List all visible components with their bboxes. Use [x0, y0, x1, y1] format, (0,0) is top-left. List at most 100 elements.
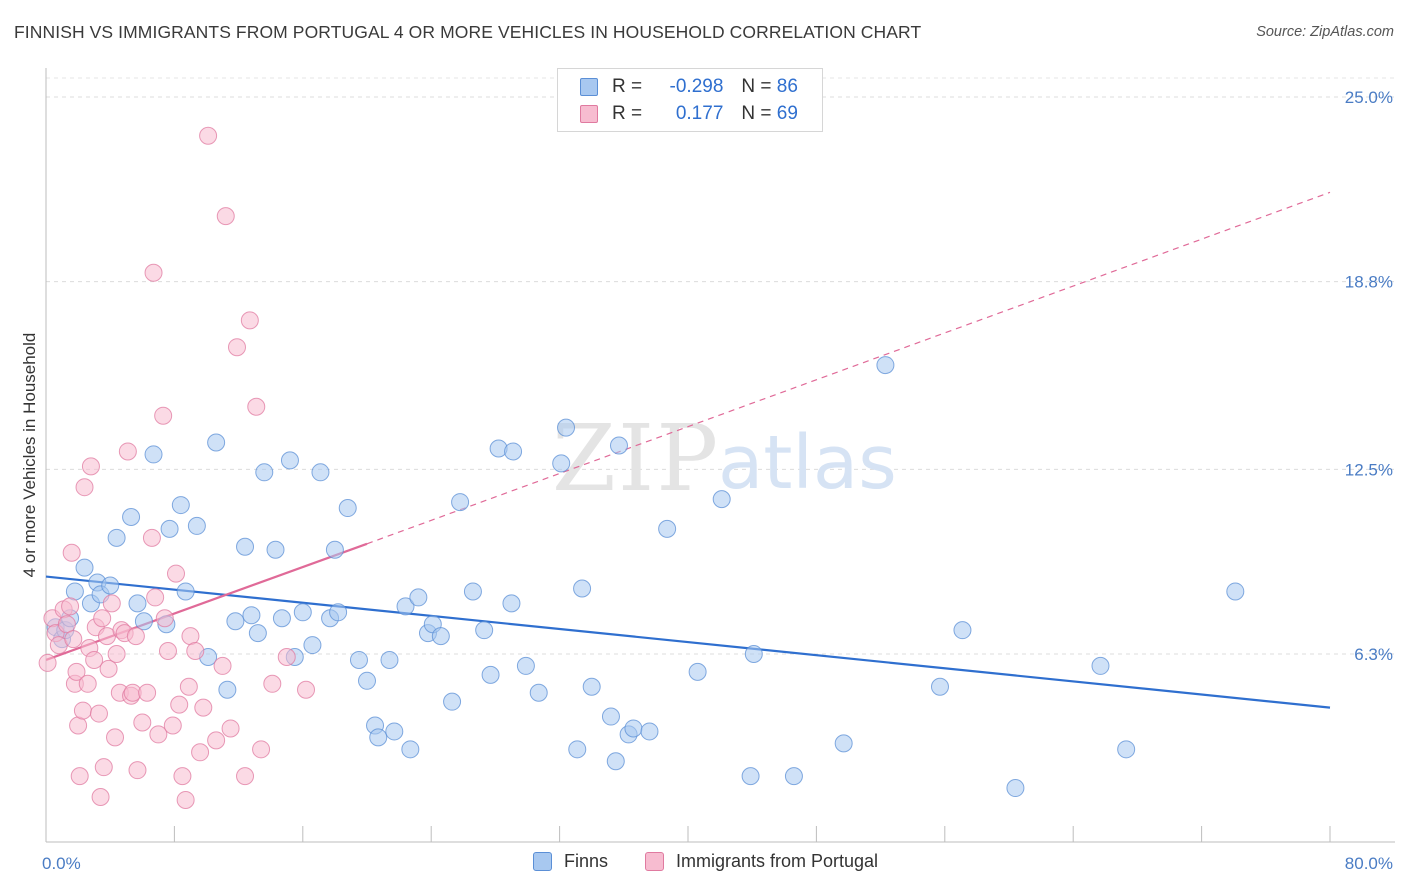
point-portugal-6	[61, 597, 80, 616]
point-finns-44	[385, 722, 404, 741]
point-finns-80	[930, 677, 949, 696]
legend-r-value: -0.298	[669, 76, 724, 97]
point-portugal-26	[102, 594, 121, 613]
series-legend: Finns Immigrants from Portugal	[0, 851, 1406, 877]
chart-title: FINNISH VS IMMIGRANTS FROM PORTUGAL 4 OR…	[14, 22, 922, 42]
y-axis-label: 4 or more Vehicles in Household	[20, 333, 39, 578]
point-portugal-28	[107, 645, 126, 663]
point-finns-57	[502, 594, 521, 613]
point-finns-10	[107, 528, 126, 547]
point-finns-4	[65, 582, 84, 601]
point-portugal-54	[199, 126, 218, 145]
point-portugal-56	[216, 207, 235, 226]
point-portugal-14	[75, 478, 94, 497]
point-finns-85	[1226, 582, 1245, 601]
point-finns-54	[475, 621, 494, 640]
point-portugal-7	[64, 630, 83, 649]
point-finns-39	[349, 650, 368, 669]
point-finns-53	[463, 582, 482, 601]
point-finns-66	[601, 707, 620, 726]
point-finns-78	[834, 734, 853, 753]
point-finns-42	[369, 728, 388, 747]
point-finns-62	[557, 418, 576, 437]
legend-n-label: N =	[741, 103, 772, 124]
point-portugal-32	[118, 442, 137, 461]
point-finns-12	[128, 594, 147, 613]
point-finns-70	[624, 719, 643, 738]
point-finns-64	[573, 579, 592, 598]
source-label: Source: ZipAtlas.com	[1256, 24, 1394, 40]
point-portugal-66	[194, 698, 213, 717]
point-portugal-64	[277, 647, 296, 666]
series-legend-finns: Finns	[533, 851, 608, 872]
point-finns-14	[144, 445, 163, 464]
point-finns-84	[1117, 740, 1136, 759]
point-portugal-47	[170, 695, 189, 714]
point-finns-50	[431, 627, 450, 646]
watermark-zip: ZIP	[552, 405, 720, 512]
point-portugal-65	[297, 680, 316, 699]
point-finns-76	[744, 645, 763, 663]
point-portugal-48	[173, 767, 192, 786]
point-portugal-49	[176, 790, 195, 809]
point-finns-9	[101, 576, 120, 595]
point-finns-51	[443, 692, 462, 711]
point-finns-75	[741, 767, 760, 786]
point-portugal-25	[99, 659, 118, 678]
legend-row-portugal: R = 0.177 N = 69	[580, 102, 798, 126]
point-portugal-58	[227, 338, 246, 357]
axes	[45, 68, 1395, 843]
point-portugal-57	[221, 719, 240, 738]
point-finns-43	[380, 650, 399, 669]
point-finns-77	[784, 767, 803, 786]
x-tick-label-1: 80.0%	[1345, 854, 1393, 873]
point-portugal-43	[154, 406, 173, 425]
legend-n-value: 69	[776, 103, 798, 124]
point-portugal-22	[93, 609, 112, 628]
point-portugal-42	[149, 725, 168, 744]
series-swatch-finns	[533, 852, 552, 871]
y-tick-label-2: 18.8%	[1345, 273, 1393, 292]
point-portugal-35	[126, 627, 145, 646]
point-finns-72	[658, 519, 677, 538]
point-finns-23	[226, 612, 245, 631]
point-finns-59	[516, 656, 535, 675]
trend-line-finns	[45, 575, 1331, 709]
point-portugal-39	[142, 528, 161, 547]
point-portugal-10	[67, 662, 86, 681]
point-portugal-45	[163, 716, 182, 735]
point-portugal-67	[155, 609, 174, 628]
point-finns-16	[160, 519, 179, 538]
point-portugal-68	[213, 656, 232, 675]
point-finns-40	[358, 671, 376, 690]
point-portugal-51	[181, 627, 200, 646]
point-finns-30	[280, 451, 299, 470]
point-finns-34	[311, 463, 330, 482]
point-portugal-21	[91, 787, 110, 806]
data-points	[38, 126, 1245, 809]
point-finns-28	[266, 540, 285, 559]
point-portugal-62	[252, 740, 271, 759]
point-portugal-23	[94, 758, 113, 777]
point-finns-52	[451, 493, 470, 512]
point-portugal-17	[81, 457, 100, 476]
point-finns-32	[293, 603, 312, 622]
grid-lines	[46, 77, 1395, 655]
point-portugal-40	[144, 263, 163, 282]
point-portugal-60	[240, 311, 259, 330]
point-portugal-61	[247, 397, 266, 416]
point-finns-65	[582, 677, 601, 696]
point-portugal-37	[133, 713, 152, 732]
point-finns-26	[248, 624, 267, 643]
point-finns-45	[396, 597, 415, 616]
point-finns-17	[171, 496, 190, 515]
point-portugal-55	[207, 731, 226, 750]
series-swatch-portugal	[645, 852, 664, 871]
point-finns-22	[218, 680, 237, 699]
point-finns-63	[568, 740, 587, 759]
point-finns-71	[640, 722, 659, 741]
x-tick-labels: 0.0% 80.0%	[42, 854, 1393, 873]
point-portugal-44	[158, 642, 177, 661]
y-tick-label-1: 12.5%	[1345, 460, 1393, 479]
legend-swatch-portugal	[580, 105, 598, 123]
